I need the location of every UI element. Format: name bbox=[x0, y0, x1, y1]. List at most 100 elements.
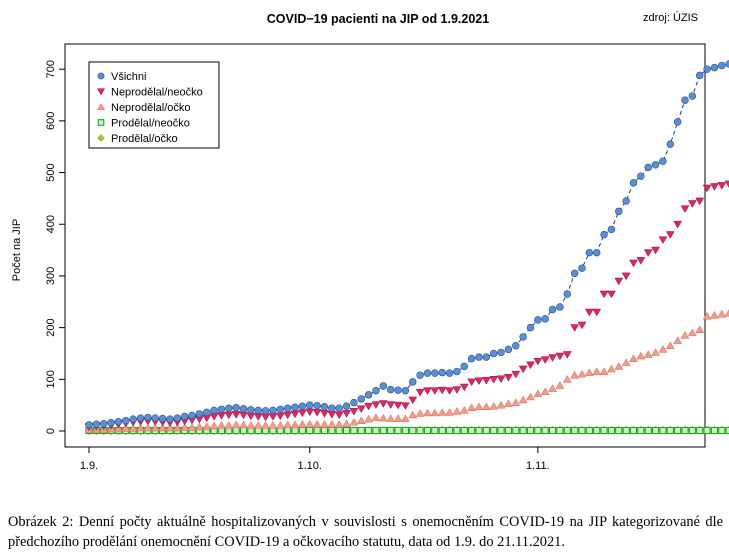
data-point bbox=[342, 410, 351, 418]
data-point bbox=[504, 399, 513, 407]
data-point bbox=[180, 412, 189, 421]
data-point bbox=[335, 426, 343, 435]
data-point bbox=[313, 426, 321, 435]
data-point bbox=[519, 426, 527, 435]
data-point bbox=[577, 321, 587, 330]
data-point bbox=[687, 200, 697, 208]
data-point bbox=[327, 420, 337, 428]
data-point bbox=[356, 405, 366, 414]
data-point bbox=[144, 413, 152, 422]
data-point bbox=[253, 413, 263, 421]
data-point bbox=[718, 426, 726, 435]
data-point bbox=[143, 423, 153, 432]
legend-marker bbox=[96, 103, 106, 111]
data-point bbox=[511, 398, 521, 406]
legend-label: Prodělal/neočko bbox=[111, 118, 190, 130]
data-point bbox=[562, 375, 572, 383]
data-point bbox=[114, 424, 123, 433]
series-circle bbox=[85, 60, 729, 429]
data-point bbox=[408, 410, 418, 419]
data-point bbox=[239, 426, 248, 435]
data-point bbox=[467, 378, 477, 387]
data-point bbox=[526, 361, 535, 370]
y-tick-label: 300 bbox=[45, 267, 57, 285]
data-point bbox=[284, 426, 292, 435]
data-point bbox=[629, 259, 638, 268]
data-point bbox=[239, 405, 248, 413]
data-point bbox=[475, 426, 483, 435]
data-point bbox=[438, 426, 446, 435]
data-point bbox=[577, 369, 587, 378]
data-point bbox=[673, 336, 683, 344]
data-point bbox=[261, 413, 270, 422]
data-point bbox=[305, 408, 315, 417]
data-point bbox=[423, 426, 432, 435]
data-point bbox=[666, 140, 675, 148]
data-point bbox=[203, 408, 211, 417]
data-point bbox=[496, 400, 506, 409]
data-point bbox=[695, 197, 705, 206]
legend-marker bbox=[97, 134, 105, 142]
data-point bbox=[548, 354, 557, 362]
data-point bbox=[129, 415, 137, 423]
data-point bbox=[703, 65, 711, 73]
data-point bbox=[504, 373, 513, 382]
data-point bbox=[217, 421, 226, 429]
data-point bbox=[150, 423, 160, 432]
data-point bbox=[437, 408, 447, 416]
data-point bbox=[379, 426, 387, 435]
data-point bbox=[453, 367, 461, 376]
data-point bbox=[423, 408, 432, 417]
data-point bbox=[695, 71, 704, 80]
data-point bbox=[556, 303, 564, 311]
data-point bbox=[290, 420, 300, 429]
data-point bbox=[394, 386, 402, 394]
data-point bbox=[306, 401, 314, 409]
data-point bbox=[526, 323, 535, 332]
data-point bbox=[320, 402, 329, 411]
data-point bbox=[350, 426, 358, 435]
data-point bbox=[261, 421, 270, 429]
data-point bbox=[306, 426, 314, 435]
data-point bbox=[431, 426, 439, 435]
data-point bbox=[481, 402, 491, 411]
data-point bbox=[275, 412, 285, 421]
data-point bbox=[718, 61, 726, 70]
data-point bbox=[445, 369, 454, 377]
data-point bbox=[261, 407, 270, 415]
data-point bbox=[210, 406, 218, 415]
series-triangle-down bbox=[84, 180, 729, 432]
data-point bbox=[475, 353, 483, 361]
data-point bbox=[224, 411, 234, 420]
data-point bbox=[459, 406, 469, 414]
data-point bbox=[629, 179, 638, 187]
data-point bbox=[394, 426, 402, 435]
data-point bbox=[107, 419, 115, 427]
data-point bbox=[364, 391, 373, 399]
data-point bbox=[350, 398, 358, 407]
data-point bbox=[643, 249, 653, 257]
data-point bbox=[622, 197, 630, 205]
data-point bbox=[687, 328, 697, 337]
data-point bbox=[415, 388, 425, 397]
data-point bbox=[378, 400, 388, 408]
data-point bbox=[320, 420, 329, 428]
data-point bbox=[710, 426, 718, 435]
data-point bbox=[651, 161, 660, 169]
data-point bbox=[431, 369, 439, 377]
data-point bbox=[438, 368, 446, 377]
data-point bbox=[372, 426, 380, 435]
data-point bbox=[724, 309, 729, 317]
data-point bbox=[518, 395, 528, 404]
legend: Všichni Neprodělal/neočko Neprodělal/očko P… bbox=[88, 61, 220, 149]
data-point bbox=[387, 426, 395, 435]
y-axis-label: Počet na JIP bbox=[11, 219, 23, 281]
data-point bbox=[518, 365, 528, 374]
x-tick-label: 1.11. bbox=[526, 460, 550, 472]
data-point bbox=[673, 118, 682, 126]
data-point bbox=[695, 325, 705, 333]
data-point bbox=[585, 248, 594, 257]
data-point bbox=[548, 305, 557, 314]
data-point bbox=[548, 426, 557, 435]
data-point bbox=[467, 354, 476, 363]
